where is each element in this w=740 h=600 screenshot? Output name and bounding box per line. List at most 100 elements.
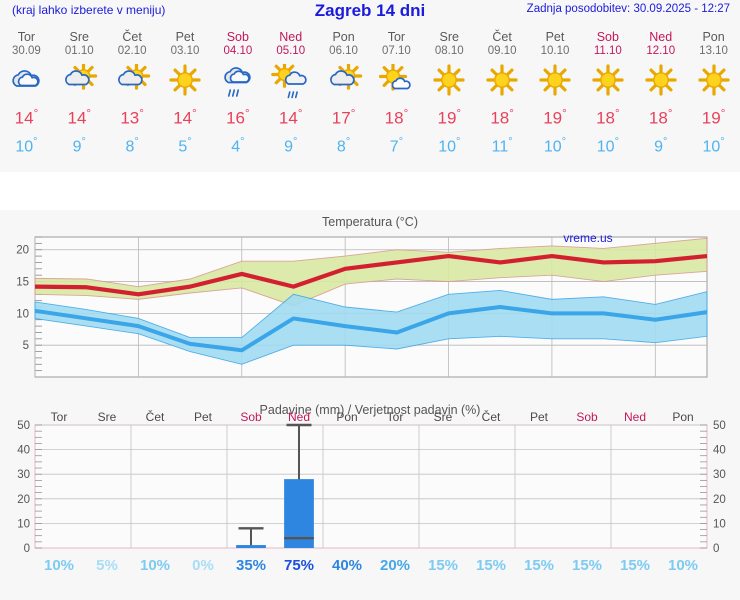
day-date-label: 09.10 <box>487 45 517 57</box>
day-date-label: 01.10 <box>64 45 94 57</box>
forecast-day-column[interactable]: Sre 01.10 14° 9° <box>53 22 106 172</box>
forecast-day-column[interactable]: Čet 09.10 18° 11° <box>476 22 529 172</box>
max-temp-number: 18 <box>384 108 404 128</box>
precipitation-probability-value: 75% <box>284 557 314 574</box>
day-of-week-label: Pon <box>702 30 725 44</box>
precipitation-day-label: Ned <box>624 410 646 424</box>
day-of-week-label: Sre <box>439 30 459 44</box>
max-temperature-value: 14° <box>0 108 53 129</box>
day-of-week-label: Čet <box>122 30 142 44</box>
day-date-label: 30.09 <box>12 45 41 57</box>
precipitation-y-axis-tick-left: 10 <box>17 518 30 530</box>
min-temp-number: 4 <box>231 138 241 156</box>
degree-symbol: ° <box>292 136 298 148</box>
max-temperature-value: 18° <box>634 108 687 129</box>
precipitation-probability-value: 35% <box>236 557 266 574</box>
forecast-day-column[interactable]: Tor 30.09 14° 10° <box>0 22 53 172</box>
max-temp-number: 14 <box>67 108 87 128</box>
forecast-day-column[interactable]: Pon 06.10 17° 8° <box>317 22 370 172</box>
weather-partly-sunny-icon <box>317 64 370 104</box>
degree-symbol: ° <box>139 108 144 120</box>
min-temp-number: 8 <box>336 138 346 156</box>
precipitation-day-label: Ned <box>288 410 310 424</box>
degree-symbol: ° <box>350 108 356 120</box>
precipitation-y-axis-tick-left: 30 <box>17 469 30 481</box>
precipitation-chart: Padavine (mm) / Verjetnost padavin (%)To… <box>0 400 740 600</box>
degree-symbol: ° <box>614 108 620 120</box>
precipitation-y-axis-tick-right: 10 <box>713 518 726 530</box>
min-temp-number: 5 <box>178 138 188 156</box>
precipitation-bar <box>236 545 266 548</box>
precipitation-day-label: Pet <box>194 410 213 424</box>
max-temp-number: 14 <box>14 108 34 128</box>
max-temp-number: 16 <box>226 108 245 128</box>
min-temperature-value: 9° <box>53 136 106 156</box>
precipitation-bar <box>284 479 314 548</box>
precipitation-chart-title: Padavine (mm) / Verjetnost padavin (%) <box>260 403 481 417</box>
day-date-label: 05.10 <box>276 45 306 57</box>
forecast-day-column[interactable]: Sob 11.10 18° 10° <box>581 22 634 172</box>
min-temp-number: 10 <box>15 138 34 156</box>
precipitation-day-label: Pon <box>672 410 693 424</box>
weather-partly-sunny-icon <box>106 64 159 104</box>
precipitation-y-axis-tick-right: 50 <box>713 420 726 432</box>
day-of-week-label: Sob <box>226 30 249 44</box>
precipitation-probability-value: 10% <box>44 557 74 574</box>
forecast-day-column[interactable]: Sob 04.10 16° 4° <box>211 22 264 172</box>
forecast-day-column[interactable]: Čet 02.10 13° 8° <box>106 22 159 172</box>
degree-symbol: ° <box>86 108 92 120</box>
last-updated-text: Zadnja posodobitev: 30.09.2025 - 12:27 <box>526 3 730 15</box>
temperature-y-axis-tick: 20 <box>16 245 29 257</box>
precipitation-y-axis-tick-left: 50 <box>17 420 30 432</box>
degree-symbol: ° <box>509 108 514 120</box>
degree-symbol: ° <box>720 136 725 148</box>
precipitation-y-axis-tick-right: 30 <box>713 469 726 481</box>
min-temperature-value: 7° <box>370 136 423 156</box>
day-of-week-label: Pet <box>175 30 195 44</box>
temperature-chart: Temperatura (°C) 5 10 15 20 vreme.us <box>0 210 740 400</box>
max-temp-number: 13 <box>120 108 140 128</box>
weather-sunny-icon <box>159 64 212 104</box>
day-date-label: 04.10 <box>223 45 253 57</box>
page-header: (kraj lahko izberete v meniju) Zagreb 14… <box>0 0 740 22</box>
day-date-label: 02.10 <box>117 45 147 57</box>
forecast-day-column[interactable]: Ned 05.10 14° 9° <box>264 22 317 172</box>
degree-symbol: ° <box>403 108 409 120</box>
max-temperature-value: 18° <box>581 108 634 129</box>
temperature-y-axis-tick: 10 <box>16 308 29 320</box>
precipitation-day-label: Sre <box>434 410 453 424</box>
forecast-day-column[interactable]: Pet 03.10 14° 5° <box>159 22 212 172</box>
temperature-y-axis-tick: 15 <box>16 277 29 289</box>
precipitation-probability-value: 15% <box>620 557 650 574</box>
precipitation-day-label: Pon <box>336 410 357 424</box>
precipitation-day-label: Sob <box>576 410 598 424</box>
degree-symbol: ° <box>81 136 86 148</box>
min-temperature-value: 9° <box>264 136 317 156</box>
weather-cloudy-icon <box>0 64 53 104</box>
forecast-day-column[interactable]: Pon 13.10 19° 10° <box>687 22 740 172</box>
max-temperature-value: 18° <box>370 108 423 129</box>
forecast-day-column[interactable]: Pet 10.10 19° 10° <box>529 22 582 172</box>
precipitation-day-label: Čet <box>482 409 501 424</box>
degree-symbol: ° <box>33 136 38 148</box>
forecast-day-column[interactable]: Ned 12.10 18° 9° <box>634 22 687 172</box>
min-temp-number: 9 <box>654 138 663 156</box>
min-temperature-value: 11° <box>476 136 529 156</box>
min-temp-number: 7 <box>389 138 399 156</box>
max-temp-number: 17 <box>331 108 351 128</box>
precipitation-day-label: Pet <box>530 410 549 424</box>
weather-sunny-icon <box>476 64 529 104</box>
min-temp-number: 8 <box>125 138 135 156</box>
max-temperature-value: 14° <box>159 108 212 129</box>
weather-partly-sunny-icon <box>53 64 106 104</box>
min-temperature-value: 10° <box>581 136 634 156</box>
precipitation-probability-value: 15% <box>572 557 602 574</box>
precipitation-day-label: Sob <box>240 410 262 424</box>
forecast-day-column[interactable]: Tor 07.10 18° 7° <box>370 22 423 172</box>
precipitation-day-label: Čet <box>146 409 165 424</box>
precipitation-y-axis-tick-left: 20 <box>17 494 30 506</box>
weather-rain-icon <box>211 64 264 104</box>
day-of-week-label: Tor <box>387 30 406 44</box>
max-temp-number: 19 <box>701 108 721 128</box>
forecast-day-column[interactable]: Sre 08.10 19° 10° <box>423 22 476 172</box>
